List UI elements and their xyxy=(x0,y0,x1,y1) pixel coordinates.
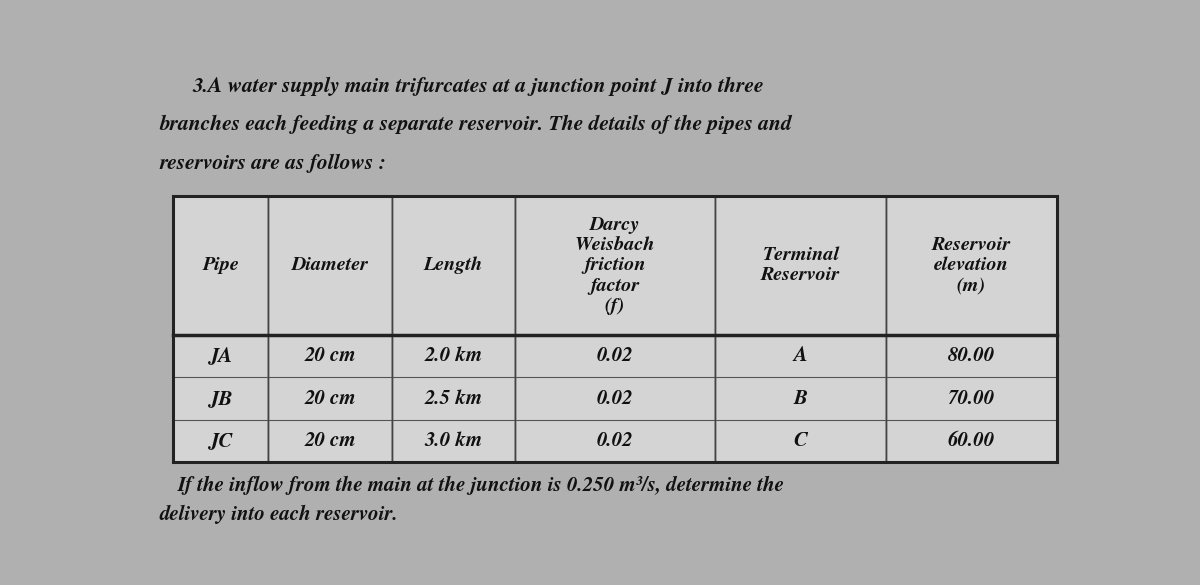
Text: 20 cm: 20 cm xyxy=(304,388,356,408)
Text: Reservoir
elevation
(m): Reservoir elevation (m) xyxy=(931,236,1010,294)
Text: JC: JC xyxy=(209,431,233,450)
Text: 0.02: 0.02 xyxy=(596,431,634,450)
Text: A: A xyxy=(793,346,808,366)
Text: Terminal
Reservoir: Terminal Reservoir xyxy=(761,246,840,284)
Text: 20 cm: 20 cm xyxy=(304,431,356,450)
Text: 0.02: 0.02 xyxy=(596,346,634,366)
Text: C: C xyxy=(793,431,808,450)
Text: Darcy
Weisbach
friction
factor
(f): Darcy Weisbach friction factor (f) xyxy=(575,216,655,315)
Text: B: B xyxy=(793,388,808,408)
Text: If the inflow from the main at the junction is 0.250 m³/s, determine the: If the inflow from the main at the junct… xyxy=(178,476,785,495)
Text: 3.0 km: 3.0 km xyxy=(425,431,482,450)
Text: delivery into each reservoir.: delivery into each reservoir. xyxy=(160,505,398,524)
Text: 3.A water supply main trifurcates at a junction point J into three: 3.A water supply main trifurcates at a j… xyxy=(192,77,763,96)
Text: 60.00: 60.00 xyxy=(948,431,995,450)
Text: 70.00: 70.00 xyxy=(948,388,995,408)
Text: 0.02: 0.02 xyxy=(596,388,634,408)
Text: 2.5 km: 2.5 km xyxy=(425,388,482,408)
Text: 20 cm: 20 cm xyxy=(304,346,356,366)
Text: Diameter: Diameter xyxy=(292,257,368,274)
Text: branches each feeding a separate reservoir. The details of the pipes and: branches each feeding a separate reservo… xyxy=(160,115,792,135)
Text: Length: Length xyxy=(424,257,484,274)
Text: JB: JB xyxy=(209,388,233,408)
Text: 80.00: 80.00 xyxy=(948,346,995,366)
Text: reservoirs are as follows :: reservoirs are as follows : xyxy=(160,153,386,173)
Text: Pipe: Pipe xyxy=(203,257,239,274)
Text: JA: JA xyxy=(209,346,233,366)
Text: 2.0 km: 2.0 km xyxy=(425,346,482,366)
